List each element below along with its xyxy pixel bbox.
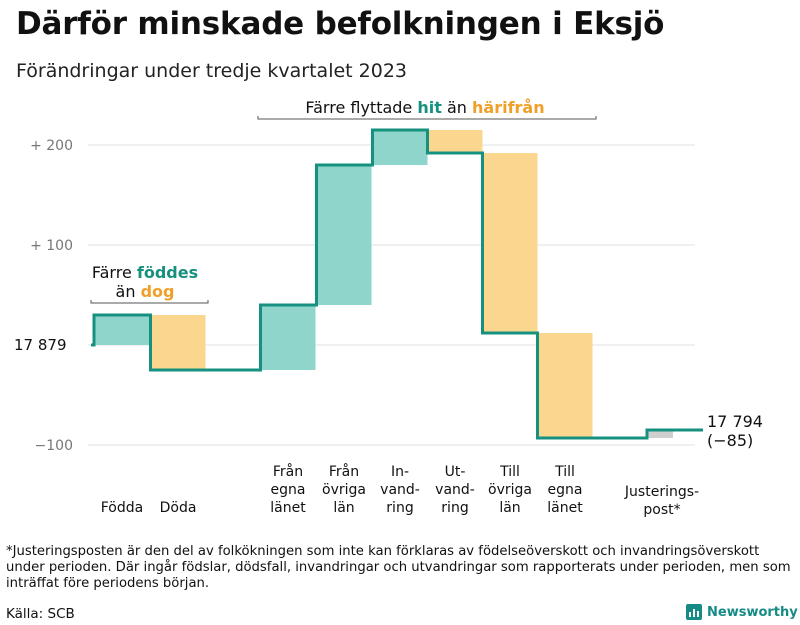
brand-name: Newsworthy	[707, 604, 798, 620]
annotation-migration: Färre flyttade hit än härifrån	[305, 98, 544, 117]
bar	[260, 305, 316, 370]
category-label: Justerings-post*	[624, 484, 699, 518]
bar	[427, 130, 483, 153]
bar	[150, 315, 206, 370]
brand-logo: Newsworthy	[686, 604, 798, 620]
bar	[316, 165, 372, 305]
gridlines	[88, 144, 695, 446]
y-tick-label: −100	[35, 438, 73, 454]
category-label: Ut-vand-ring	[435, 464, 475, 516]
y-tick-label: + 200	[30, 138, 73, 154]
bar	[372, 130, 428, 165]
page-title: Därför minskade befolkningen i Eksjö	[16, 6, 665, 42]
annotation-births: än dog	[116, 282, 175, 301]
start-value-label: 17 879	[14, 336, 67, 354]
page-subtitle: Förändringar under tredje kvartalet 2023	[16, 60, 408, 82]
bar	[537, 333, 593, 438]
bar	[94, 315, 150, 345]
end-value-label: 17 794	[707, 412, 763, 431]
annotation-bracket	[90, 300, 209, 304]
category-label: Från övriga län	[322, 463, 366, 516]
annotation-births: Färre föddes	[92, 263, 198, 282]
annotation-bracket	[257, 116, 597, 120]
category-label: Födda	[101, 500, 143, 516]
bar-chart-icon	[686, 604, 702, 620]
bar	[482, 153, 538, 333]
category-label: Till övriga län	[488, 464, 532, 516]
step-line	[91, 128, 703, 440]
source-text: Källa: SCB	[6, 606, 75, 622]
y-tick-label: + 100	[30, 238, 73, 254]
category-label: Från egna länet	[270, 463, 306, 516]
bar	[647, 430, 673, 438]
category-label: Till egna länet	[547, 464, 583, 516]
labels: + 200 + 100 −100 17 879 Födda Döda Från egna län…	[14, 98, 763, 518]
end-change-label: (−85)	[707, 431, 753, 450]
category-label: Döda	[160, 500, 197, 516]
footnote: *Justeringsposten är den del av folkökni…	[6, 544, 791, 591]
category-label: In-vand-ring	[380, 464, 420, 516]
waterfall-chart: + 200 + 100 −100 17 879 Födda Döda Från egna län…	[14, 98, 763, 518]
bars	[94, 130, 673, 438]
step-line	[91, 128, 703, 440]
